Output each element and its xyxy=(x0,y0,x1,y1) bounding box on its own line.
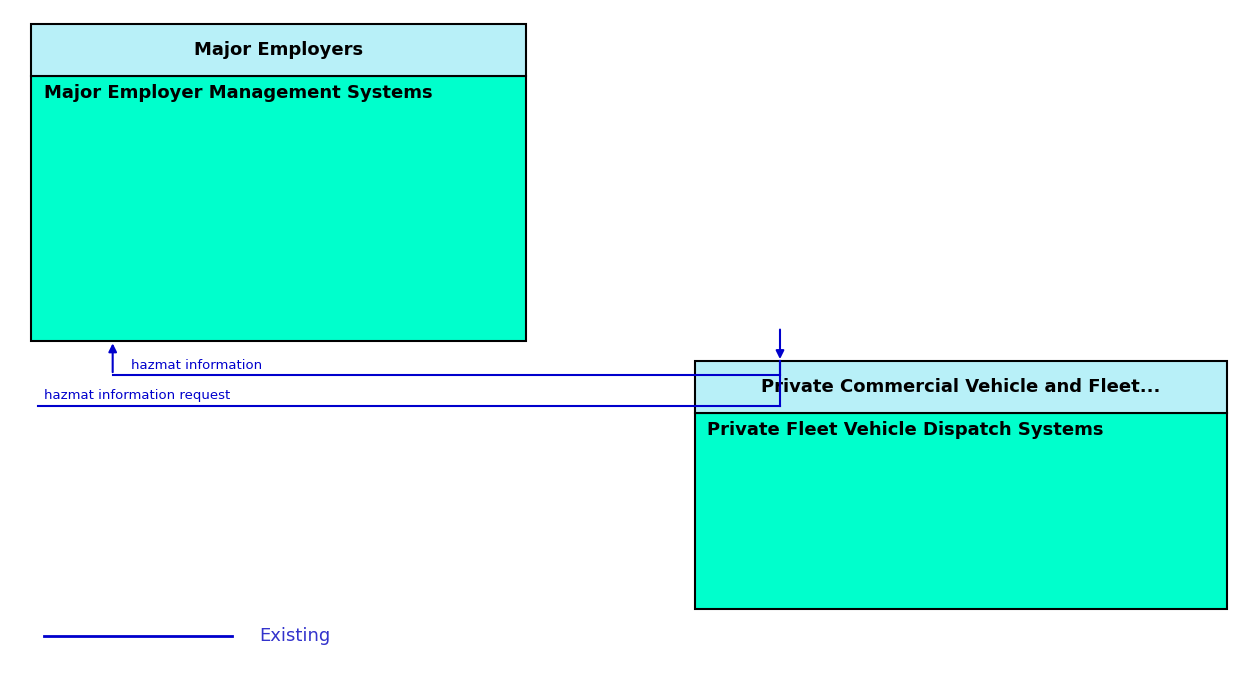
Bar xyxy=(695,413,1227,609)
Text: Major Employer Management Systems: Major Employer Management Systems xyxy=(44,84,432,102)
Bar xyxy=(695,361,1227,413)
Text: hazmat information request: hazmat information request xyxy=(44,389,230,402)
Bar xyxy=(31,24,526,76)
Text: Existing: Existing xyxy=(259,627,331,645)
Text: Private Fleet Vehicle Dispatch Systems: Private Fleet Vehicle Dispatch Systems xyxy=(707,421,1104,439)
Text: Major Employers: Major Employers xyxy=(194,41,363,59)
Bar xyxy=(31,76,526,341)
Text: Private Commercial Vehicle and Fleet...: Private Commercial Vehicle and Fleet... xyxy=(761,378,1161,396)
Text: hazmat information: hazmat information xyxy=(131,358,263,372)
